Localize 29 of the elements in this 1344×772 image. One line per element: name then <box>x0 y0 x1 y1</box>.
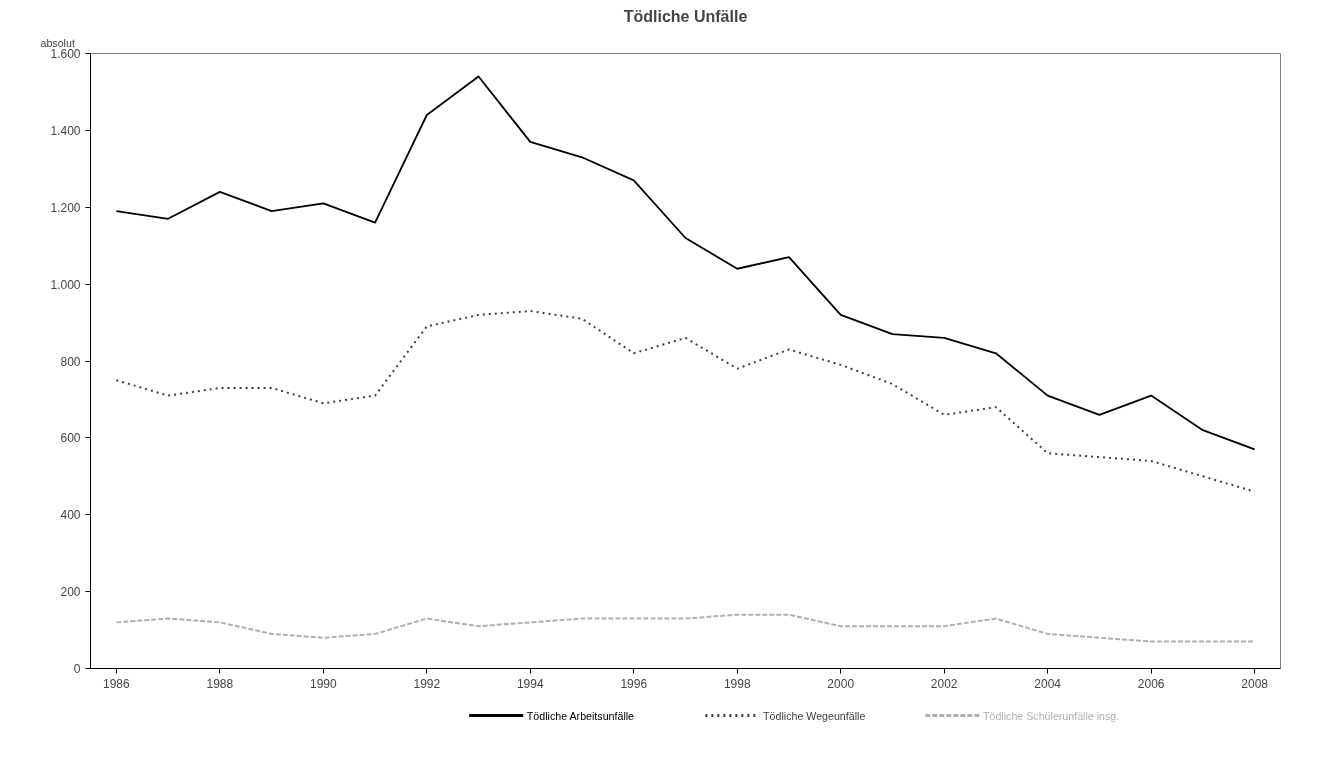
chart-title: Tödliche Unfälle <box>623 7 748 25</box>
x-tick-label: 2006 <box>1137 676 1165 691</box>
y-tick-label: 200 <box>60 585 81 600</box>
x-tick-label: 1996 <box>620 676 648 691</box>
x-tick-label: 1998 <box>723 676 751 691</box>
x-tick-label: 2002 <box>930 676 958 691</box>
y-tick-label: 1.000 <box>50 277 81 292</box>
x-tick-label: 2000 <box>827 676 855 691</box>
x-tick-label: 2004 <box>1034 676 1062 691</box>
y-tick-label: 1.600 <box>50 47 81 61</box>
y-axis-title: absolut <box>40 36 75 49</box>
y-tick-label: 1.200 <box>50 200 81 215</box>
x-tick-label: 1988 <box>206 676 234 691</box>
y-tick-label: 600 <box>60 431 81 446</box>
line-series <box>115 75 1256 451</box>
y-tick-label: 0 <box>73 662 81 676</box>
text: Tödliche Schülerunfälle insg. <box>983 709 1120 722</box>
y-tick-label: 1.400 <box>50 123 81 138</box>
line-series <box>115 310 1256 493</box>
y-tick-label: 800 <box>60 354 81 369</box>
x-tick-label: 1994 <box>516 676 544 691</box>
text: Tödliche Arbeitsunfälle <box>526 709 635 722</box>
x-tick-label: 1992 <box>413 676 441 691</box>
x-tick-label: 1986 <box>103 676 131 691</box>
y-tick-label: 400 <box>60 508 81 523</box>
x-tick-label: 2008 <box>1241 676 1269 691</box>
x-tick-label: 1990 <box>309 676 337 691</box>
line-series <box>115 613 1256 643</box>
text: Tödliche Wegeunfälle <box>763 709 866 722</box>
